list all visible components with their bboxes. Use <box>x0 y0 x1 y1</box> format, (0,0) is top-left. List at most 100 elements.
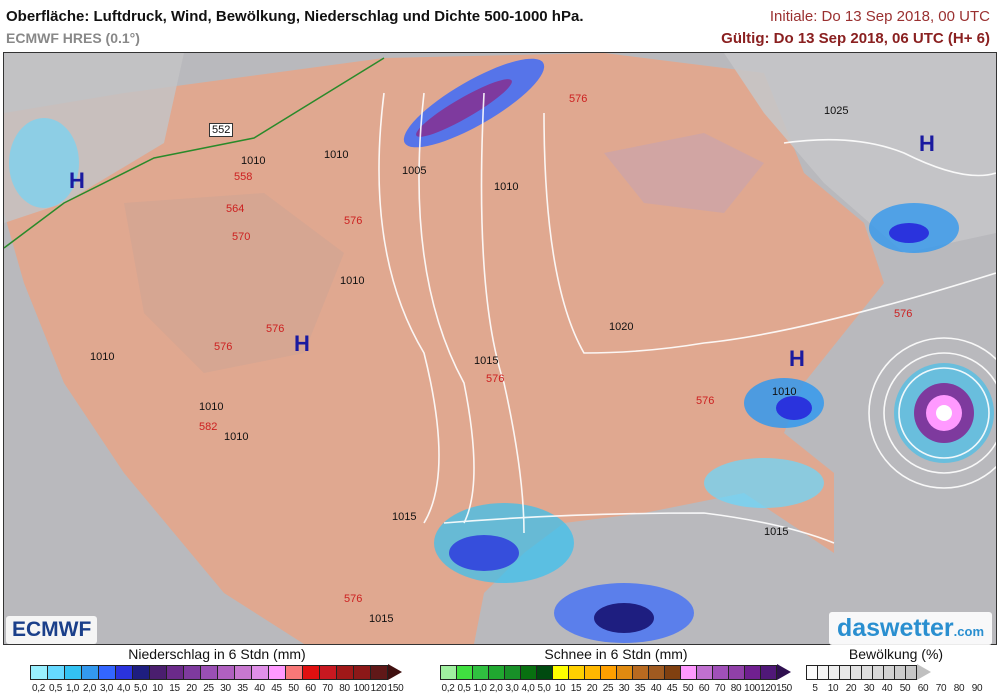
legend-swatch <box>353 664 371 680</box>
thickness-label: 576 <box>696 395 715 407</box>
legend-tick: 4,0 <box>116 683 130 694</box>
legend-colorbar <box>440 664 792 680</box>
legend-swatch <box>285 664 303 680</box>
legend-tick: 35 <box>237 683 248 694</box>
legend-swatch <box>584 664 601 680</box>
map-title: Oberfläche: Luftdruck, Wind, Bewölkung, … <box>6 8 584 25</box>
legend-colorbar <box>806 664 986 680</box>
legend-swatch <box>200 664 218 680</box>
legend-swatch <box>760 664 777 680</box>
rain-legend: Niederschlag in 6 Stdn (mm) 0,2 0,5 1,0 2,0 3… <box>30 646 404 694</box>
legend-ticks: 0,2 0,5 1,0 2,0 3,0 4,0 5,0 10 15 20 25 30 35 40 45 50 6… <box>440 683 792 694</box>
legend-tick: 20 <box>186 683 197 694</box>
legend-tick: 3,0 <box>505 683 519 694</box>
legend-swatch <box>632 664 649 680</box>
legend-swatch <box>728 664 745 680</box>
legend-tick: 25 <box>203 683 214 694</box>
legend-swatch <box>30 664 48 680</box>
legend-swatch <box>183 664 201 680</box>
legend-tick: 90 <box>971 683 983 694</box>
legend-tick: 25 <box>602 683 614 694</box>
weather-map[interactable]: H H H H 1010 1010 1005 1010 1025 1010 1010 1015 1020… <box>3 52 997 645</box>
thickness-label: 576 <box>214 341 233 353</box>
high-pressure-label: H <box>294 331 310 356</box>
legend-tick: 60 <box>305 683 316 694</box>
legend-tick: 45 <box>666 683 678 694</box>
ecmwf-logo: ECMWF <box>6 616 98 644</box>
legend-tick: 40 <box>254 683 265 694</box>
legend-swatch <box>520 664 537 680</box>
legend-tick: 40 <box>650 683 662 694</box>
legend-tick: 50 <box>288 683 299 694</box>
legend-tick: 30 <box>618 683 630 694</box>
legend-tick: 100 <box>744 683 760 694</box>
legend-tick: 150 <box>776 683 792 694</box>
legend-title: Niederschlag in 6 Stdn (mm) <box>128 646 306 662</box>
legend-swatch <box>536 664 553 680</box>
legend-title: Schnee in 6 Stdn (mm) <box>544 646 688 662</box>
legend-tick: 60 <box>917 683 929 694</box>
legend-tick: 4,0 <box>521 683 535 694</box>
daswetter-logo-text: daswetter <box>836 614 954 642</box>
legend-arrow <box>777 664 791 680</box>
canada-border <box>4 57 385 249</box>
legend-tick: 35 <box>634 683 646 694</box>
legend-tick: 1,0 <box>473 683 487 694</box>
legend-title: Bewölkung (%) <box>848 646 944 662</box>
legend-swatch <box>302 664 320 680</box>
legend-tick: 80 <box>730 683 742 694</box>
legend-tick: 0,2 <box>31 683 45 694</box>
legend-tick: 100 <box>353 683 370 694</box>
thickness-label: 576 <box>894 308 913 320</box>
legend-swatch <box>166 664 184 680</box>
high-pressure-label: H <box>919 131 935 156</box>
legend-swatch <box>149 664 167 680</box>
snow-legend: Schnee in 6 Stdn (mm) 0,2 0,5 1,0 2,0 3,0 4,0 5… <box>440 646 792 694</box>
legend-swatch <box>336 664 354 680</box>
legend-swatch <box>440 664 457 680</box>
high-pressure-label: H <box>69 168 85 193</box>
legend-swatch <box>132 664 150 680</box>
legend-swatch <box>600 664 617 680</box>
legend-tick: 5,0 <box>133 683 147 694</box>
legend-tick: 5,0 <box>537 683 551 694</box>
legend-tick: 2,0 <box>489 683 503 694</box>
legend-tick: 45 <box>271 683 282 694</box>
legend-ticks: 0,2 0,5 1,0 2,0 3,0 4,0 5,0 10 15 20 25 30 35 40 45 50 6… <box>30 683 404 694</box>
legend-tick: 0,5 <box>457 683 471 694</box>
isobar-label: 1010 <box>772 386 797 398</box>
legend-swatch <box>319 664 337 680</box>
isobar-label: 1015 <box>392 511 417 523</box>
legend-tick: 15 <box>570 683 582 694</box>
isobar-label: 1010 <box>340 275 365 287</box>
legend-swatch <box>268 664 286 680</box>
legend-tick: 70 <box>935 683 947 694</box>
legend-swatch <box>472 664 489 680</box>
legend-tick: 50 <box>899 683 911 694</box>
isobar-label: 1010 <box>324 149 349 161</box>
isobar-label: 1010 <box>241 155 266 167</box>
legend-tick: 120 <box>760 683 776 694</box>
legend-tick: 0,5 <box>48 683 62 694</box>
isobar-label: 1010 <box>199 401 224 413</box>
daswetter-logo[interactable]: daswetter.com <box>828 612 992 645</box>
legend-swatch <box>47 664 65 680</box>
legend-tick: 70 <box>714 683 726 694</box>
thickness-label: 576 <box>266 323 285 335</box>
thickness-label: 564 <box>226 203 245 215</box>
legend-swatch <box>552 664 569 680</box>
thickness-label: 576 <box>344 593 363 605</box>
isobar-label: 1010 <box>224 431 249 443</box>
legend-tick: 1,0 <box>65 683 79 694</box>
legend-swatch <box>98 664 116 680</box>
legend-swatch <box>81 664 99 680</box>
legend-tick: 80 <box>339 683 350 694</box>
isobar-label: 1005 <box>402 165 427 177</box>
legend-tick: 40 <box>881 683 893 694</box>
cloud-legend: Bewölkung (%) 5 10 20 30 40 50 60 70 80 90 <box>806 646 986 694</box>
legend-tick: 60 <box>698 683 710 694</box>
valid-time: Gültig: Do 13 Sep 2018, 06 UTC (H+ 6) <box>721 30 990 47</box>
legend-swatch <box>251 664 269 680</box>
legend-tick: 20 <box>586 683 598 694</box>
thickness-label: 582 <box>199 421 218 433</box>
